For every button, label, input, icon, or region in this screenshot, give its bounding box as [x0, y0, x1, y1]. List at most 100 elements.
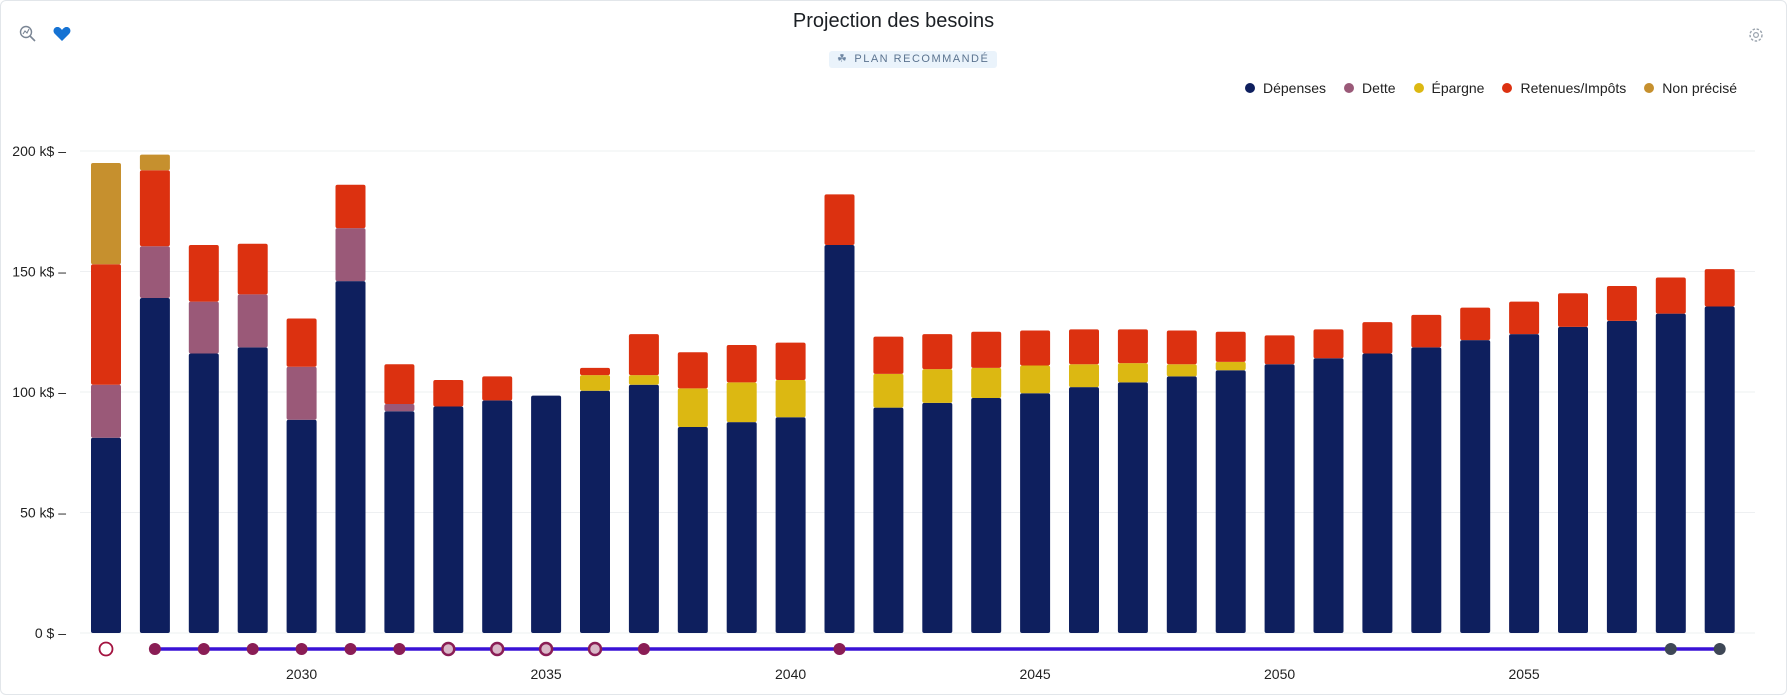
- bar-depenses-2046[interactable]: [1069, 387, 1099, 633]
- bar-epargne-2044[interactable]: [971, 367, 1002, 399]
- bar-depenses-2028[interactable]: [188, 353, 219, 633]
- legend-item-retenues[interactable]: Retenues/Impôts: [1502, 80, 1626, 96]
- bar-retenues-2057[interactable]: [1606, 285, 1637, 321]
- timeline-marker-2029[interactable]: [246, 643, 259, 655]
- bar-retenues-2032[interactable]: [384, 364, 415, 405]
- bar-depenses-2036[interactable]: [580, 390, 610, 633]
- bar-retenues-2042[interactable]: [873, 336, 904, 374]
- legend-item-dette[interactable]: Dette: [1344, 80, 1396, 96]
- legend-item-depenses[interactable]: Dépenses: [1245, 80, 1326, 96]
- bar-depenses-2057[interactable]: [1606, 320, 1637, 633]
- bar-epargne-2045[interactable]: [1020, 365, 1051, 394]
- bar-depenses-2031[interactable]: [335, 281, 366, 633]
- bar-depenses-2032[interactable]: [384, 411, 415, 633]
- bar-retenues-2051[interactable]: [1313, 329, 1344, 359]
- timeline-marker-2031[interactable]: [344, 643, 357, 655]
- bar-epargne-2039[interactable]: [726, 382, 757, 423]
- bar-depenses-2044[interactable]: [971, 398, 1002, 633]
- bar-depenses-2053[interactable]: [1411, 347, 1442, 633]
- bar-epargne-2037[interactable]: [628, 375, 659, 385]
- timeline-marker-2059[interactable]: [1713, 643, 1726, 655]
- bar-dette-2032[interactable]: [384, 404, 415, 412]
- bar-depenses-2027[interactable]: [139, 298, 170, 633]
- bar-depenses-2058[interactable]: [1655, 313, 1686, 633]
- bar-retenues-2049[interactable]: [1215, 331, 1246, 362]
- bar-epargne-2047[interactable]: [1117, 363, 1148, 383]
- bar-retenues-2028[interactable]: [188, 244, 219, 302]
- bar-retenues-2059[interactable]: [1704, 269, 1735, 307]
- bar-retenues-2030[interactable]: [286, 318, 317, 367]
- timeline-marker-2036[interactable]: [587, 641, 603, 657]
- bar-retenues-2044[interactable]: [971, 331, 1002, 368]
- heart-icon[interactable]: [52, 24, 72, 44]
- bar-depenses-2050[interactable]: [1264, 364, 1295, 633]
- timeline-marker-2037[interactable]: [637, 643, 650, 655]
- bar-depenses-2040[interactable]: [775, 417, 806, 633]
- settings-icon[interactable]: [1747, 26, 1767, 46]
- bar-dette-2031[interactable]: [335, 228, 366, 282]
- bar-retenues-2040[interactable]: [775, 342, 806, 380]
- bar-epargne-2042[interactable]: [873, 373, 904, 408]
- bar-epargne-2036[interactable]: [580, 375, 610, 391]
- bar-retenues-2047[interactable]: [1117, 329, 1148, 364]
- timeline-marker-2030[interactable]: [295, 643, 308, 655]
- bar-depenses-2042[interactable]: [873, 407, 904, 633]
- bar-retenues-2038[interactable]: [677, 352, 708, 389]
- bar-epargne-2043[interactable]: [922, 369, 953, 403]
- bar-depenses-2054[interactable]: [1460, 340, 1491, 633]
- bar-retenues-2054[interactable]: [1460, 307, 1491, 341]
- bar-non_precise-2026[interactable]: [91, 163, 121, 265]
- timeline-marker-2026[interactable]: [98, 641, 114, 657]
- bar-retenues-2034[interactable]: [482, 376, 513, 401]
- bar-depenses-2034[interactable]: [482, 400, 513, 633]
- timeline-marker-2035[interactable]: [538, 641, 554, 657]
- bar-retenues-2050[interactable]: [1264, 335, 1295, 365]
- bar-epargne-2040[interactable]: [775, 379, 806, 418]
- bar-epargne-2038[interactable]: [677, 388, 708, 427]
- timeline-marker-2058[interactable]: [1664, 643, 1677, 655]
- zoom-chart-icon[interactable]: [18, 24, 38, 44]
- bar-retenues-2046[interactable]: [1069, 329, 1099, 365]
- bar-retenues-2027[interactable]: [139, 170, 170, 247]
- bar-depenses-2030[interactable]: [286, 419, 317, 633]
- timeline-marker-2032[interactable]: [393, 643, 406, 655]
- bar-depenses-2048[interactable]: [1166, 376, 1197, 633]
- legend-item-epargne[interactable]: Épargne: [1413, 80, 1484, 96]
- bar-non_precise-2027[interactable]: [139, 154, 170, 171]
- bar-retenues-2031[interactable]: [335, 184, 366, 229]
- bar-depenses-2035[interactable]: [531, 395, 562, 633]
- bar-epargne-2046[interactable]: [1069, 364, 1099, 388]
- bar-dette-2029[interactable]: [237, 294, 268, 348]
- bar-depenses-2039[interactable]: [726, 422, 757, 633]
- timeline-marker-2034[interactable]: [489, 641, 505, 657]
- bar-dette-2027[interactable]: [139, 246, 170, 299]
- bar-depenses-2045[interactable]: [1020, 393, 1051, 633]
- bar-epargne-2048[interactable]: [1166, 364, 1197, 377]
- bar-dette-2030[interactable]: [286, 366, 317, 420]
- bar-retenues-2045[interactable]: [1020, 330, 1051, 366]
- bar-depenses-2047[interactable]: [1117, 382, 1148, 633]
- bar-retenues-2058[interactable]: [1655, 277, 1686, 314]
- bar-retenues-2052[interactable]: [1362, 322, 1393, 354]
- bar-retenues-2041[interactable]: [824, 194, 855, 245]
- bar-dette-2026[interactable]: [91, 384, 121, 438]
- bar-retenues-2029[interactable]: [237, 243, 268, 295]
- bar-retenues-2037[interactable]: [628, 334, 659, 376]
- bar-depenses-2026[interactable]: [91, 437, 121, 633]
- bar-depenses-2055[interactable]: [1509, 334, 1540, 633]
- timeline-marker-2027[interactable]: [148, 643, 161, 655]
- bar-epargne-2049[interactable]: [1215, 361, 1246, 371]
- bar-retenues-2039[interactable]: [726, 345, 757, 383]
- bar-dette-2028[interactable]: [188, 301, 219, 354]
- timeline-marker-2028[interactable]: [197, 643, 210, 655]
- bar-depenses-2056[interactable]: [1558, 326, 1588, 633]
- bar-retenues-2033[interactable]: [433, 379, 464, 407]
- bar-retenues-2043[interactable]: [922, 334, 953, 370]
- bar-depenses-2041[interactable]: [824, 244, 855, 634]
- bar-depenses-2037[interactable]: [628, 384, 659, 633]
- bar-depenses-2049[interactable]: [1215, 370, 1246, 633]
- bar-retenues-2026[interactable]: [91, 264, 121, 385]
- bar-depenses-2059[interactable]: [1704, 306, 1735, 633]
- bar-retenues-2036[interactable]: [580, 367, 610, 376]
- bar-depenses-2038[interactable]: [677, 426, 708, 633]
